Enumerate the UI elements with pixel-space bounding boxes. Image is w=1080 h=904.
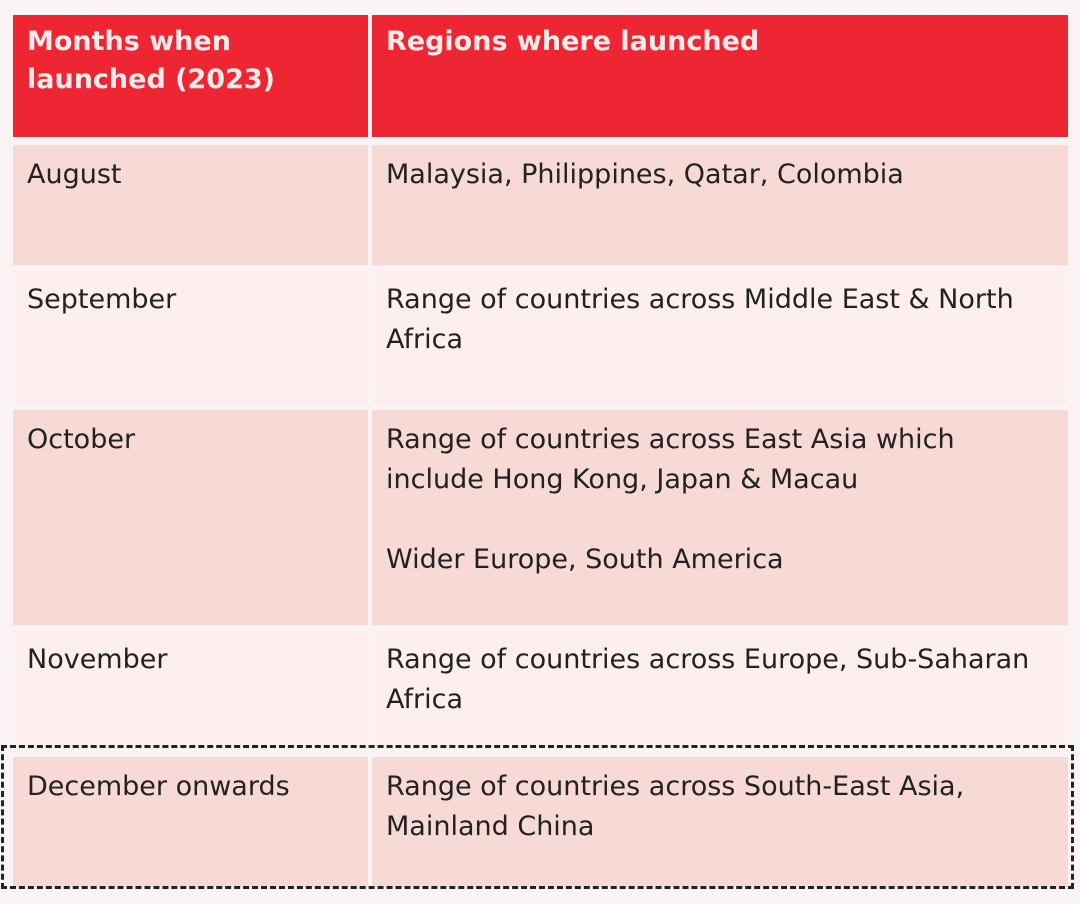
regions-cell: Range of countries across South-East Asi… [372,757,1068,887]
table-row: November Range of countries across Europ… [13,630,1068,745]
regions-cell: Range of countries across East Asia whic… [372,410,1068,625]
month-cell: October [13,410,368,625]
regions-text: Range of countries across Middle East & … [386,284,1014,355]
header-months: Months when launched (2023) [13,15,368,137]
table-row: August Malaysia, Philippines, Qatar, Col… [13,145,1068,265]
header-regions: Regions where launched [372,15,1068,137]
month-cell: November [13,630,368,745]
table-row-highlighted: December onwards Range of countries acro… [13,757,1068,887]
regions-text: Malaysia, Philippines, Qatar, Colombia [386,159,904,190]
regions-cell: Range of countries across Europe, Sub-Sa… [372,630,1068,745]
regions-text: Range of countries across South-East Asi… [386,771,965,842]
month-cell: August [13,145,368,265]
month-cell: September [13,270,368,405]
regions-text: Wider Europe, South America [386,544,784,575]
regions-text: Range of countries across Europe, Sub-Sa… [386,644,1030,715]
regions-cell: Range of countries across Middle East & … [372,270,1068,405]
month-cell: December onwards [13,757,368,887]
highlight-dashed-border [1,745,1074,889]
regions-cell: Malaysia, Philippines, Qatar, Colombia [372,145,1068,265]
table-row: October Range of countries across East A… [13,410,1068,625]
regions-text: Range of countries across East Asia whic… [386,424,955,495]
table-row: September Range of countries across Midd… [13,270,1068,405]
table-header: Months when launched (2023) Regions wher… [13,15,1068,137]
